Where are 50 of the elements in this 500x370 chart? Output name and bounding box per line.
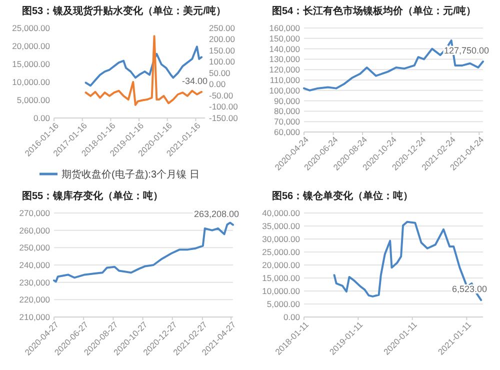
legend-label: 期货收盘价(电子盘):3个月镍 日 — [62, 168, 200, 180]
y-tick-label: 25,000.00 — [12, 22, 50, 33]
y-tick-label: 120,000 — [269, 64, 300, 75]
y-tick-label: 0.00 — [283, 312, 300, 322]
y2-tick-label: 0.00 — [209, 79, 226, 90]
y-tick-label: 230,000 — [19, 277, 50, 288]
y2-tick-label: 100.00 — [209, 56, 236, 67]
y-tick-label: 10,000.00 — [262, 286, 300, 296]
y-tick-label: 80,000 — [274, 106, 300, 116]
y2-tick-label: -150.00 — [209, 112, 238, 123]
chart-title: 图56：镍仓单变化（单位：吨） — [272, 190, 414, 202]
y-tick-label: 100,000 — [269, 85, 300, 96]
y-tick-label: 5,000.00 — [266, 298, 300, 309]
chart-title: 图54：长江有色市场镍板均价（单位：元/吨） — [272, 5, 476, 17]
y2-tick-label: -100.00 — [209, 102, 238, 112]
y-tick-label: 130,000 — [269, 54, 300, 64]
y-tick-label: 240,000 — [19, 260, 50, 270]
chart-title: 图53：镍及现货升贴水变化（单位：美元/吨） — [22, 5, 226, 17]
y-tick-label: 60,000 — [274, 126, 300, 137]
y-tick-label: 110,000 — [270, 74, 300, 85]
chart-title: 图55：镍库存变化（单位：吨） — [22, 190, 164, 202]
y-tick-label: 25,000.00 — [262, 246, 300, 257]
y-tick-label: 220,000 — [19, 294, 50, 305]
y-tick-label: 90,000 — [274, 96, 300, 106]
y2-tick-label: 200.00 — [209, 34, 236, 44]
y2-tick-label: 250.00 — [209, 22, 236, 33]
y-tick-label: 15,000.00 — [12, 58, 50, 69]
y-tick-label: 260,000 — [19, 225, 50, 236]
y-tick-label: 270,000 — [19, 208, 50, 218]
y-tick-label: 210,000 — [19, 312, 50, 322]
y-tick-label: 35,000.00 — [262, 220, 300, 231]
data-label: -34.00 — [182, 76, 208, 86]
y-tick-label: 15,000.00 — [262, 272, 300, 283]
y2-tick-label: 50.00 — [209, 68, 231, 78]
y-tick-label: 30,000.00 — [262, 234, 300, 244]
y-tick-label: 160,000 — [269, 22, 300, 33]
y2-tick-label: 150.00 — [209, 45, 236, 56]
y-tick-label: 70,000 — [274, 116, 300, 127]
y-tick-label: 5,000.00 — [16, 94, 50, 105]
y-tick-label: 20,000.00 — [12, 40, 50, 51]
y-tick-label: 40,000.00 — [262, 208, 300, 218]
line-series — [53, 222, 234, 283]
y-tick-label: 0.00 — [33, 112, 50, 123]
y-tick-label: 150,000 — [269, 33, 300, 44]
y2-tick-label: -50.00 — [209, 90, 234, 100]
y-tick-label: 140,000 — [269, 44, 300, 54]
data-label: 263,208.00 — [194, 208, 239, 219]
y-tick-label: 250,000 — [19, 242, 50, 253]
y-tick-label: 20,000.00 — [262, 260, 300, 270]
y-tick-label: 10,000.00 — [12, 76, 50, 87]
